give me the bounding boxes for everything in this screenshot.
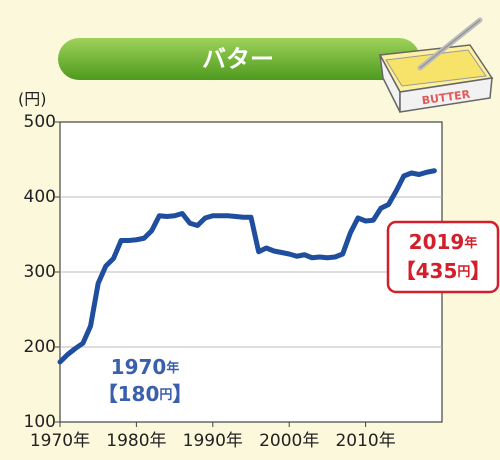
x-tick-label: 1970年 [30, 431, 90, 451]
y-tick-label: 500 [24, 112, 56, 132]
butter-icon: BUTTER [378, 17, 494, 113]
chart-title: バター [202, 45, 274, 73]
y-tick-label: 100 [24, 412, 56, 432]
annotation-year-unit: 年 [166, 360, 179, 376]
annotation-year: 1970年 [111, 355, 180, 379]
annotation-year-unit: 年 [464, 235, 477, 251]
annotation-box [386, 220, 500, 294]
annotation-price-number: 180 [118, 382, 160, 406]
x-tick-label: 2000年 [259, 431, 319, 451]
y-tick-label: 400 [24, 187, 56, 207]
annotation-open: 【 [98, 382, 118, 406]
annotation-price: 【180円】 [98, 382, 193, 406]
annotation-price: 【435円】 [396, 259, 491, 283]
x-tick-label: 1980年 [106, 431, 166, 451]
annotation-price-unit: 円 [159, 388, 172, 403]
line [57, 168, 437, 365]
annotation-year-number: 1970 [111, 355, 167, 379]
y-tick-label: 200 [24, 337, 56, 357]
y-axis-label: (円) [18, 90, 47, 109]
annotation-close: 】 [470, 259, 490, 283]
x-tick-label: 1990年 [183, 431, 243, 451]
title-pill [58, 38, 420, 80]
annotation-year: 2019年 [409, 230, 478, 254]
x-tick-label: 2010年 [335, 431, 395, 451]
annotation-price-number: 435 [416, 259, 458, 283]
annotation-open: 【 [396, 259, 416, 283]
annotation-close: 】 [172, 382, 192, 406]
annotation-year-number: 2019 [409, 230, 465, 254]
y-tick-label: 300 [24, 262, 56, 282]
annotation-price-unit: 円 [457, 265, 470, 280]
